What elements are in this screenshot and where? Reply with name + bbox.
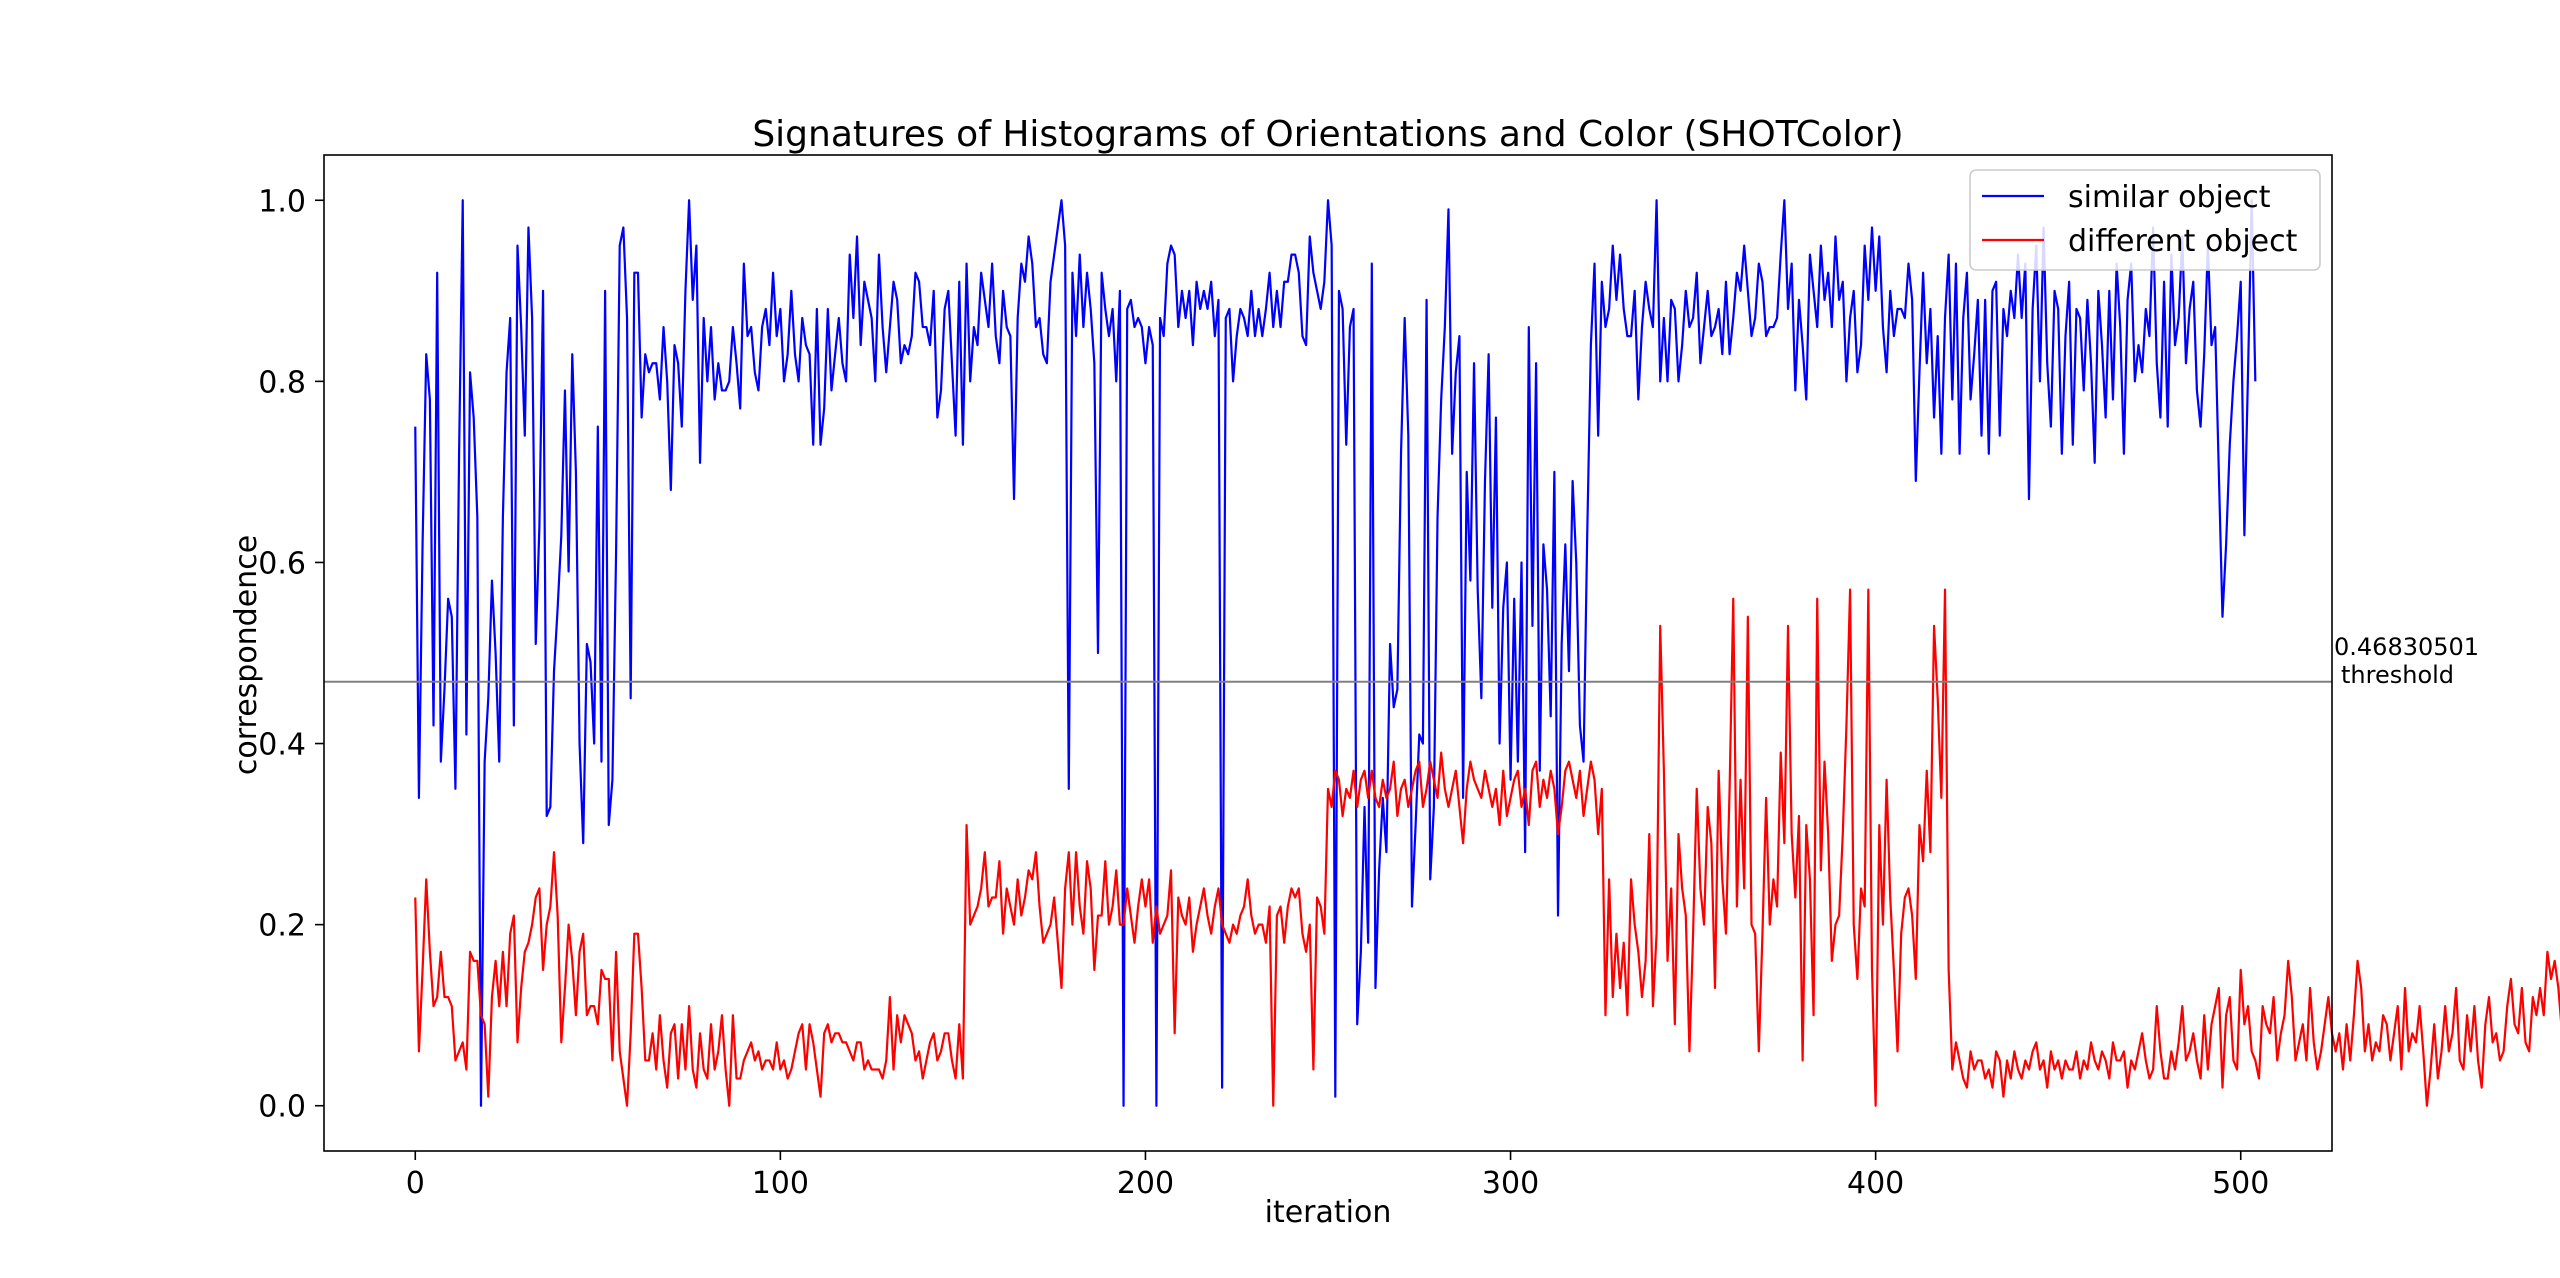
x-tick-label: 0 [406,1166,425,1201]
y-tick-label: 0.8 [258,365,306,400]
y-tick-label: 0.0 [258,1090,306,1125]
legend: similar object different object [1969,169,2321,271]
x-tick-label: 100 [752,1166,809,1201]
legend-label-different-object: different object [2068,224,2298,259]
y-tick-label: 0.4 [258,728,306,763]
x-tick-label: 500 [2212,1166,2269,1201]
y-tick-label: 1.0 [258,184,306,219]
y-axis-label: correspondence [229,535,264,775]
x-tick-label: 400 [1847,1166,1904,1201]
series-line-similar-object [414,199,2257,1107]
y-tick-label: 0.2 [258,909,306,944]
plot-frame [323,154,2333,1152]
threshold-label: threshold [2341,661,2454,689]
legend-label-similar-object: similar object [2068,180,2271,215]
y-tick-label: 0.6 [258,546,306,581]
threshold-value-label: 0.46830501 [2334,633,2479,661]
chart-title: Signatures of Histograms of Orientations… [752,114,1903,155]
series-line-different-object [414,588,2560,1107]
x-tick-label: 300 [1482,1166,1539,1201]
x-axis-label: iteration [1265,1195,1392,1230]
x-tick-label: 200 [1117,1166,1174,1201]
legend-box [1969,169,2321,271]
